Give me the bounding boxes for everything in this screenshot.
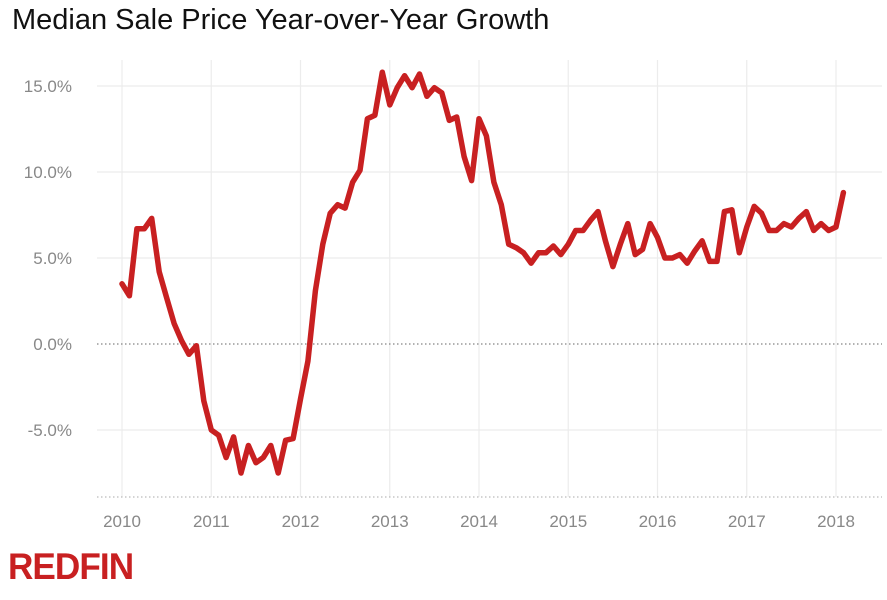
redfin-logo: REDFIN <box>8 546 134 587</box>
x-tick-label: 2011 <box>193 512 230 531</box>
x-tick-label: 2012 <box>282 512 320 531</box>
x-tick-label: 2010 <box>103 512 141 531</box>
y-tick-label: -5.0% <box>28 421 72 440</box>
y-tick-label: 0.0% <box>33 335 72 354</box>
x-tick-label: 2015 <box>549 512 587 531</box>
y-tick-label: 15.0% <box>24 77 72 96</box>
x-tick-label: 2017 <box>728 512 766 531</box>
x-tick-label: 2018 <box>817 512 855 531</box>
x-tick-label: 2013 <box>371 512 409 531</box>
x-tick-label: 2016 <box>639 512 677 531</box>
y-tick-label: 10.0% <box>24 163 72 182</box>
x-tick-label: 2014 <box>460 512 498 531</box>
series-line <box>119 69 847 476</box>
y-tick-label: 5.0% <box>33 249 72 268</box>
chart-title: Median Sale Price Year-over-Year Growth <box>12 4 550 36</box>
